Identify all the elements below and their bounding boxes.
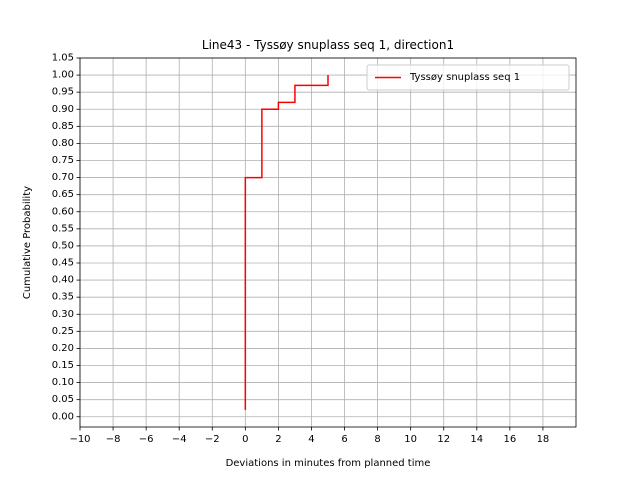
y-tick-label: 0.30	[52, 309, 74, 320]
x-axis-label: Deviations in minutes from planned time	[226, 458, 431, 469]
x-axis-ticks: −10 −8 −6 −4 −2 0 2 4 6 8 10 12 14 16 18	[69, 427, 549, 445]
y-tick-label: 1.00	[52, 70, 74, 81]
y-tick-label: 0.65	[52, 189, 74, 200]
plot-frame	[79, 57, 577, 428]
x-tick-label: −10	[69, 434, 90, 445]
x-tick-label: 4	[308, 434, 314, 445]
y-tick-label: 0.55	[52, 223, 74, 234]
x-tick-label: −2	[205, 434, 220, 445]
y-axis-label: Cumulative Probability	[22, 186, 33, 299]
y-tick-label: 0.40	[52, 275, 74, 286]
y-tick-label: 0.00	[52, 411, 74, 422]
y-tick-label: 0.85	[52, 121, 74, 132]
y-tick-label: 0.20	[52, 343, 74, 354]
y-tick-label: 0.95	[52, 87, 74, 98]
x-tick-label: −4	[172, 434, 187, 445]
y-tick-label: 0.75	[52, 155, 74, 166]
y-tick-label: 0.50	[52, 240, 74, 251]
y-tick-label: 1.05	[52, 53, 74, 64]
series-line	[244, 75, 329, 410]
legend: Tyssøy snuplass seq 1	[366, 64, 570, 91]
x-tick-label: 16	[503, 434, 516, 445]
x-tick-label: 0	[242, 434, 248, 445]
legend-box	[366, 64, 570, 91]
y-tick-label: 0.80	[52, 138, 74, 149]
y-tick-label: 0.10	[52, 377, 74, 388]
x-tick-label: 18	[537, 434, 550, 445]
x-tick-label: 8	[374, 434, 380, 445]
y-tick-label: 0.05	[52, 394, 74, 405]
x-tick-label: −8	[106, 434, 121, 445]
series-layer	[244, 75, 329, 410]
y-tick-label: 0.60	[52, 206, 74, 217]
x-tick-label: 14	[470, 434, 483, 445]
y-axis-ticks: 0.00 0.05 0.10 0.15 0.20 0.25 0.30 0.35 0.40 0.45…	[52, 53, 80, 422]
x-tick-label: 12	[437, 434, 450, 445]
y-tick-label: 0.45	[52, 258, 74, 269]
x-tick-label: 2	[275, 434, 281, 445]
y-tick-label: 0.15	[52, 360, 74, 371]
x-tick-label: −6	[139, 434, 154, 445]
legend-label: Tyssøy snuplass seq 1	[409, 72, 520, 83]
chart-title: Line43 - Tyssøy snuplass seq 1, directio…	[202, 38, 454, 52]
x-tick-label: 6	[341, 434, 347, 445]
y-tick-label: 0.35	[52, 292, 74, 303]
x-tick-label: 10	[404, 434, 417, 445]
y-tick-label: 0.70	[52, 172, 74, 183]
y-tick-label: 0.90	[52, 104, 74, 115]
y-tick-label: 0.25	[52, 326, 74, 337]
